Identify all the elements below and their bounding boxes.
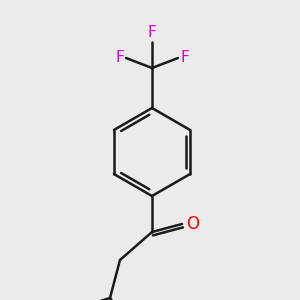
Text: F: F — [115, 50, 124, 65]
Text: O: O — [186, 215, 199, 233]
Text: F: F — [180, 50, 189, 65]
Text: F: F — [148, 25, 156, 40]
